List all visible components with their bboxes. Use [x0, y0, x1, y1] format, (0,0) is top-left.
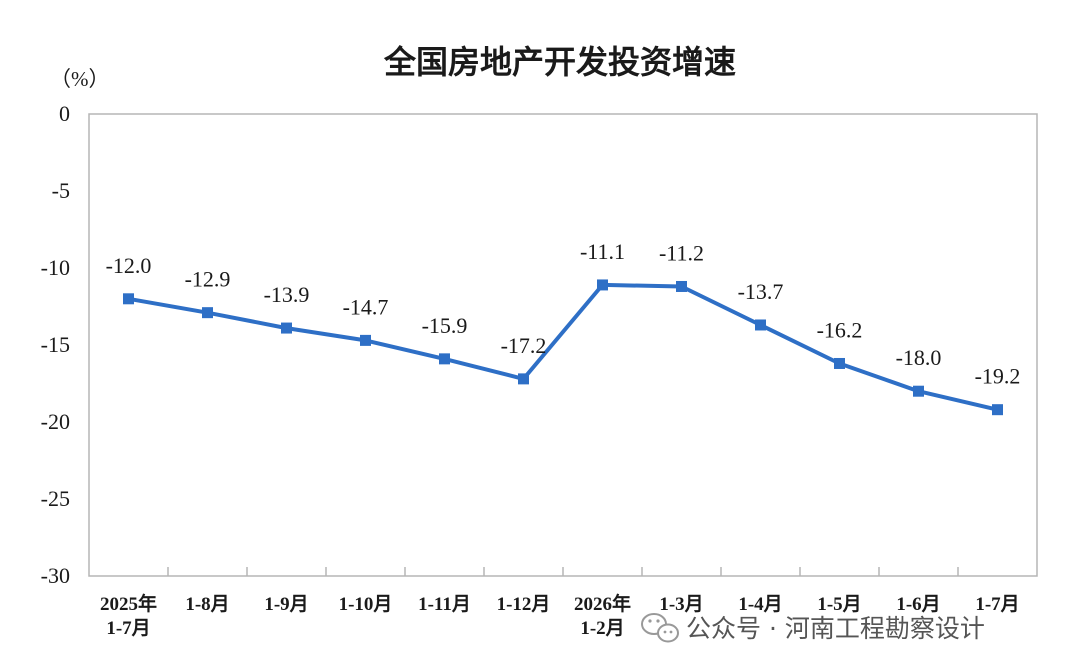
y-tick-label: 0: [59, 101, 70, 126]
wechat-icon: [641, 613, 679, 643]
series-line: [126, 282, 1000, 412]
data-point: [597, 279, 608, 291]
y-tick-label: -15: [41, 332, 70, 357]
y-tick-label: -10: [41, 255, 70, 280]
y-tick-label: -5: [52, 178, 70, 203]
x-tick-label: 1-7月: [975, 594, 1019, 615]
data-point: [992, 404, 1003, 416]
x-tick-label-line: 1-5月: [817, 594, 861, 615]
data-label: -13.9: [264, 282, 310, 307]
x-tick-label-line: 1-11月: [418, 594, 471, 615]
x-tick-label: 1-5月: [817, 594, 861, 615]
data-point: [202, 307, 213, 319]
data-labels: -12.0 -12.9 -13.9 -14.7 -15.9 -17.2 -11.1 -11.2…: [106, 239, 1021, 389]
data-label: -12.9: [185, 267, 231, 292]
data-label: -15.9: [422, 313, 468, 338]
data-point: [913, 385, 924, 397]
y-axis-unit: （%）: [50, 67, 110, 91]
x-tick-label-line: 1-10月: [339, 594, 393, 615]
y-tick-label: -25: [41, 486, 70, 511]
chart-title: 全国房地产开发投资增速: [383, 43, 736, 81]
data-label: -17.2: [501, 333, 547, 358]
data-point: [360, 334, 371, 346]
data-label: -18.0: [896, 345, 942, 370]
data-label: -19.2: [975, 364, 1021, 389]
x-tick-label: 2026年 1-2月: [574, 592, 631, 639]
data-point: [281, 322, 292, 334]
x-tick-label-line: 2025年: [100, 592, 157, 615]
data-point: [676, 280, 687, 292]
data-points: [123, 279, 1003, 416]
data-label: -13.7: [738, 279, 784, 304]
data-label: -11.1: [580, 239, 625, 264]
x-tick-label-line: 1-6月: [896, 594, 940, 615]
x-tick-label: 1-10月: [339, 594, 393, 615]
data-label: -12.0: [106, 253, 152, 278]
x-axis-ticks: 2025年 1-7月 1-8月 1-9月 1-10月 1-11月 1-12月 2026年 1-2…: [100, 567, 1020, 639]
x-tick-label-line: 1-7月: [975, 594, 1019, 615]
y-tick-label: -20: [41, 409, 70, 434]
data-label: -11.2: [659, 240, 704, 265]
x-tick-label: 2025年 1-7月: [100, 592, 157, 639]
x-tick-label-line: 1-4月: [738, 594, 782, 615]
y-axis-ticks: 0 -5 -10 -15 -20 -25 -30: [41, 101, 70, 588]
x-tick-label: 1-8月: [185, 594, 229, 615]
data-point: [123, 293, 134, 305]
watermark: 公众号 · 河南工程勘察设计: [641, 613, 985, 643]
x-tick-label-line: 1-9月: [264, 594, 308, 615]
x-tick-label: 1-3月: [659, 594, 703, 615]
watermark-text: 公众号 · 河南工程勘察设计: [686, 614, 985, 643]
x-tick-label: 1-11月: [418, 594, 471, 615]
x-tick-label: 1-4月: [738, 594, 782, 615]
x-tick-label: 1-6月: [896, 594, 940, 615]
x-tick-label-line: 1-2月: [580, 618, 624, 639]
data-point: [755, 319, 766, 331]
data-point: [518, 373, 529, 385]
data-label: -14.7: [343, 294, 389, 319]
x-tick-label: 1-12月: [497, 594, 551, 615]
x-tick-label: 1-9月: [264, 594, 308, 615]
data-point: [439, 353, 450, 365]
x-tick-label-line: 2026年: [574, 592, 631, 615]
x-tick-label-line: 1-3月: [659, 594, 703, 615]
data-label: -16.2: [817, 317, 863, 342]
x-tick-label-line: 1-8月: [185, 594, 229, 615]
x-tick-label-line: 1-7月: [106, 618, 150, 639]
data-point: [834, 357, 845, 369]
x-tick-label-line: 1-12月: [497, 594, 551, 615]
y-tick-label: -30: [41, 563, 70, 588]
